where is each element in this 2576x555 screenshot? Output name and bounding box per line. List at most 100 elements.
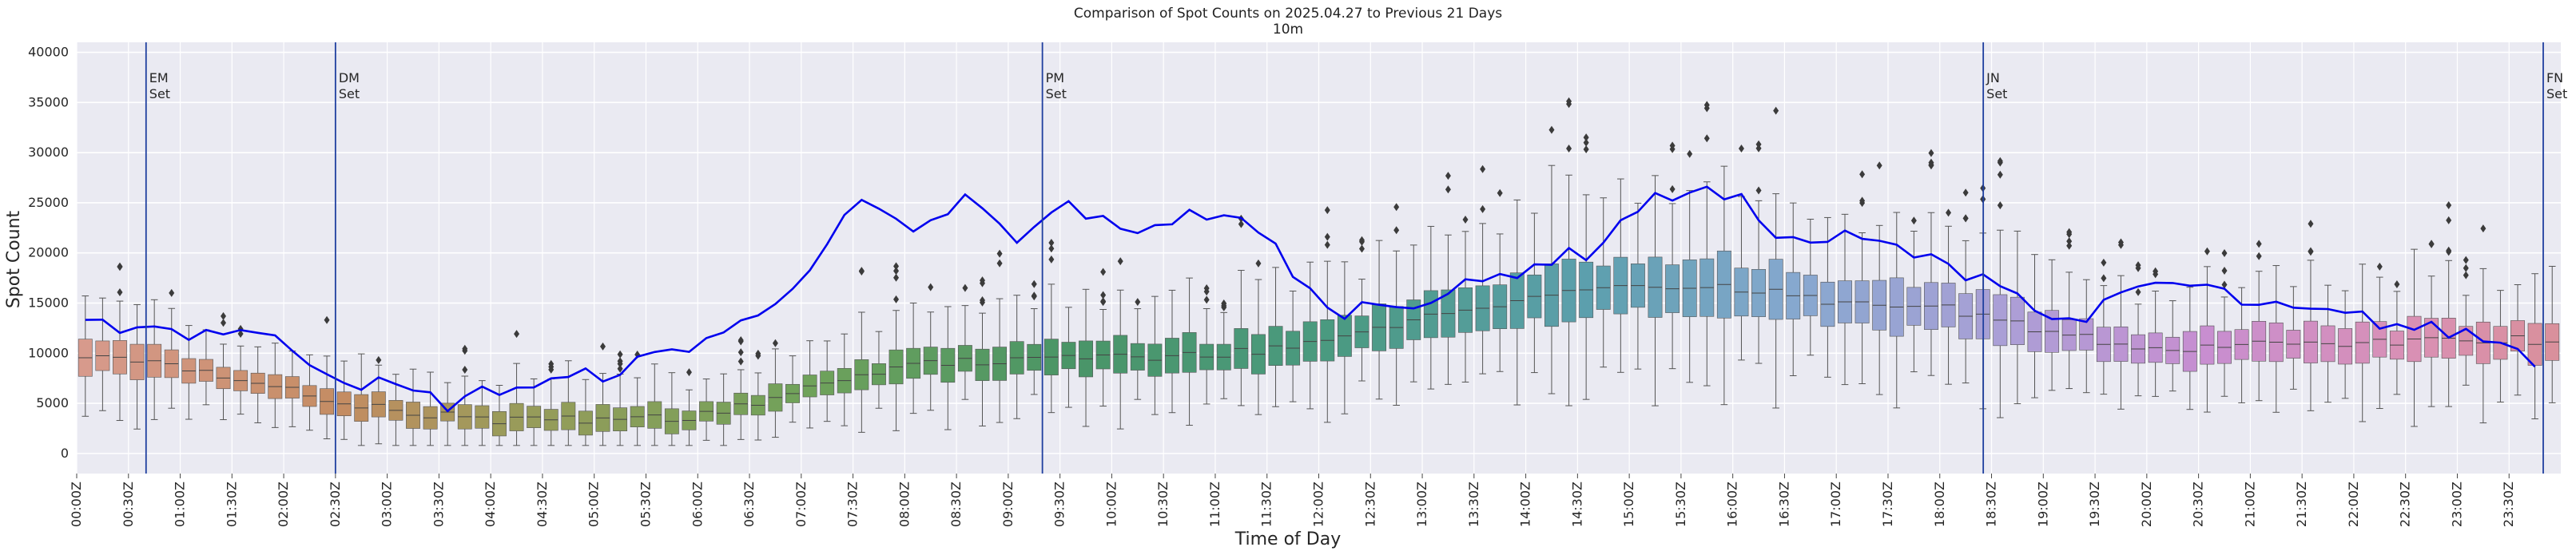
y-tick-label: 30000: [28, 145, 69, 160]
outlier-point: [2463, 271, 2469, 279]
outlier-point: [2221, 266, 2228, 275]
outlier-point: [1255, 259, 1262, 268]
x-tick-label: 15:00Z: [1621, 482, 1636, 527]
outlier-point: [2204, 247, 2210, 256]
outlier-point: [1703, 134, 1710, 143]
outlier-point: [1962, 214, 1969, 223]
outlier-point: [1203, 284, 1210, 293]
outlier-point: [1997, 157, 2003, 165]
outlier-point: [1859, 196, 1866, 205]
x-tick-label: 04:00Z: [483, 482, 498, 527]
x-tick-label: 00:30Z: [121, 482, 136, 527]
y-tick-label: 10000: [28, 345, 69, 360]
outlier-point: [1859, 170, 1866, 179]
x-axis-label: Time of Day: [1234, 529, 1341, 549]
outlier-point: [1221, 303, 1227, 311]
outlier-point: [1358, 244, 1365, 253]
outlier-point: [755, 351, 761, 360]
outlier-point: [2446, 246, 2452, 255]
outlier-point: [1928, 149, 1934, 157]
x-tick-label: 10:30Z: [1155, 482, 1171, 527]
event-marker-label: EM: [149, 70, 169, 85]
x-tick-label: 14:00Z: [1518, 482, 1533, 527]
x-tick-label: 16:00Z: [1725, 482, 1740, 527]
outlier-point: [1687, 149, 1693, 158]
outlier-point: [1135, 298, 1141, 307]
outlier-point: [2308, 248, 2314, 256]
outlier-point: [2101, 274, 2107, 283]
outlier-point: [979, 298, 985, 307]
outlier-point: [2135, 287, 2141, 296]
outlier-point: [1480, 204, 1486, 213]
outlier-points: [117, 97, 2487, 377]
y-axis-label: Spot Count: [4, 210, 24, 308]
outlier-point: [462, 347, 468, 355]
outlier-point: [1583, 145, 1589, 153]
outlier-point: [548, 363, 555, 371]
outlier-point: [1100, 297, 1107, 306]
outlier-point: [1928, 161, 1934, 169]
outlier-point: [737, 348, 744, 357]
outlier-point: [893, 262, 900, 271]
event-marker-label: Set: [2546, 86, 2567, 101]
chart-subtitle: 10m: [1273, 22, 1303, 38]
y-axis-ticks: 0 5000 10000 15000 20000 25000 30000 35000 40000: [28, 45, 69, 461]
x-axis-ticks: 00:00Z 00:30Z 01:00Z 01:30Z 02:00Z 02:30Z 03:0…: [69, 474, 2516, 527]
outlier-point: [1117, 257, 1123, 266]
outlier-point: [996, 249, 1003, 258]
outlier-point: [1773, 106, 1779, 115]
outlier-point: [996, 259, 1003, 268]
outlier-point: [2066, 237, 2073, 246]
x-tick-label: 20:30Z: [2191, 482, 2206, 527]
x-tick-label: 09:30Z: [1052, 482, 1067, 527]
x-tick-label: 12:00Z: [1311, 482, 1326, 527]
chart-title: Comparison of Spot Counts on 2025.04.27 …: [1074, 6, 1502, 22]
event-marker-label: Set: [149, 86, 170, 101]
outlier-point: [1566, 145, 1572, 153]
x-tick-label: 06:00Z: [690, 482, 705, 527]
outlier-point: [1203, 295, 1210, 304]
outlier-point: [893, 267, 900, 276]
event-marker-label: DM: [339, 70, 360, 85]
x-tick-label: 21:30Z: [2294, 482, 2309, 527]
event-marker-label: PM: [1046, 70, 1064, 85]
outlier-point: [376, 355, 382, 364]
outlier-point: [893, 295, 900, 303]
y-tick-label: 25000: [28, 195, 69, 210]
x-tick-label: 18:00Z: [1932, 482, 1947, 527]
outlier-point: [737, 337, 744, 346]
outlier-point: [1238, 220, 1244, 228]
event-marker-label: Set: [1046, 86, 1067, 101]
x-tick-label: 10:00Z: [1103, 482, 1119, 527]
outlier-point: [2221, 280, 2228, 289]
outlier-point: [1566, 97, 1572, 105]
outlier-point: [1910, 216, 1917, 225]
x-tick-label: 21:00Z: [2242, 482, 2257, 527]
outlier-point: [1393, 203, 1400, 212]
outlier-point: [1445, 185, 1451, 194]
outlier-point: [600, 342, 606, 351]
x-tick-label: 08:00Z: [896, 482, 912, 527]
grid-lines: [76, 42, 2561, 474]
x-tick-label: 06:30Z: [741, 482, 757, 527]
outlier-point: [462, 365, 468, 374]
x-tick-label: 19:00Z: [2035, 482, 2050, 527]
outlier-point: [1048, 239, 1055, 248]
y-tick-label: 15000: [28, 295, 69, 311]
outlier-point: [1048, 244, 1055, 253]
outlier-point: [1393, 226, 1400, 235]
outlier-point: [2256, 240, 2262, 248]
y-tick-label: 40000: [28, 45, 69, 60]
outlier-point: [514, 330, 520, 339]
outlier-point: [2446, 216, 2452, 224]
x-tick-label: 13:00Z: [1414, 482, 1429, 527]
x-tick-label: 02:00Z: [276, 482, 291, 527]
x-tick-label: 15:30Z: [1673, 482, 1688, 527]
outlier-point: [1703, 101, 1710, 109]
outlier-point: [117, 263, 123, 272]
x-tick-label: 12:30Z: [1362, 482, 1377, 527]
outlier-point: [1962, 188, 1969, 197]
outlier-point: [617, 364, 623, 373]
outlier-point: [1100, 291, 1107, 299]
